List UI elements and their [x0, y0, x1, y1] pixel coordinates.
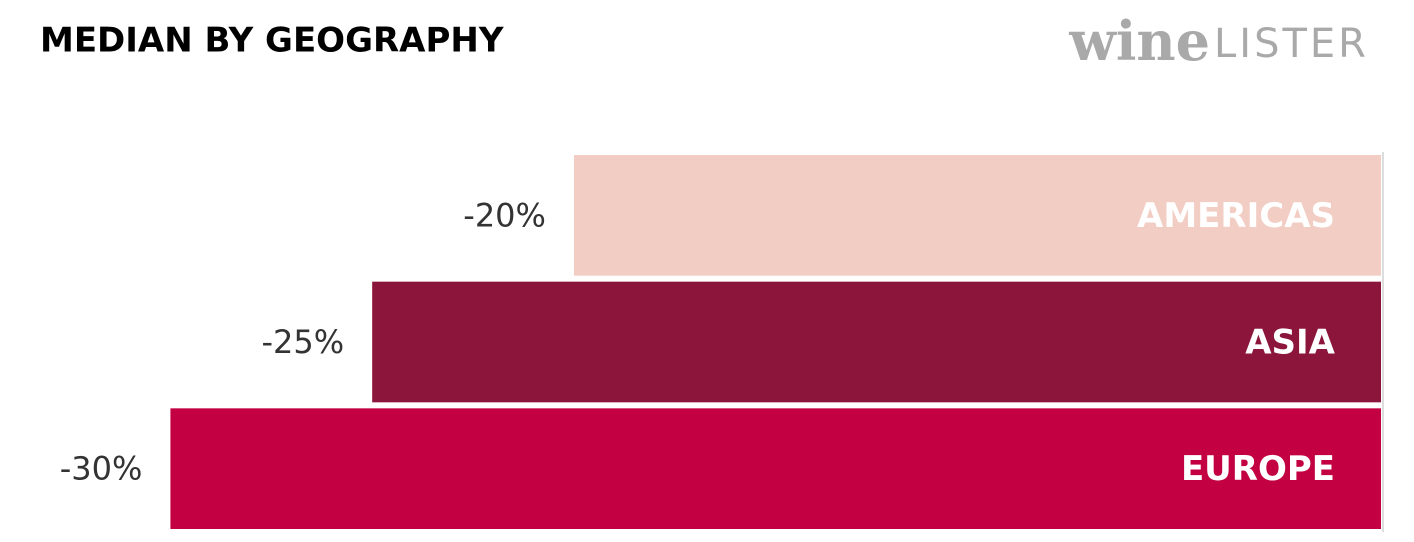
value-label: -30%: [60, 450, 143, 488]
bar: [573, 155, 1381, 276]
category-label: AMERICAS: [1137, 196, 1335, 236]
value-label: -25%: [262, 323, 345, 361]
logo-wine: wine: [1068, 9, 1210, 73]
category-label: ASIA: [1245, 323, 1335, 363]
bar: [170, 408, 1382, 529]
category-label: EUROPE: [1181, 449, 1335, 489]
logo: wine LISTER: [1068, 9, 1369, 73]
value-label: -20%: [463, 196, 546, 234]
logo-lister: LISTER: [1214, 21, 1369, 67]
bar: [372, 281, 1381, 403]
chart-title: MEDIAN BY GEOGRAPHY: [40, 21, 504, 61]
